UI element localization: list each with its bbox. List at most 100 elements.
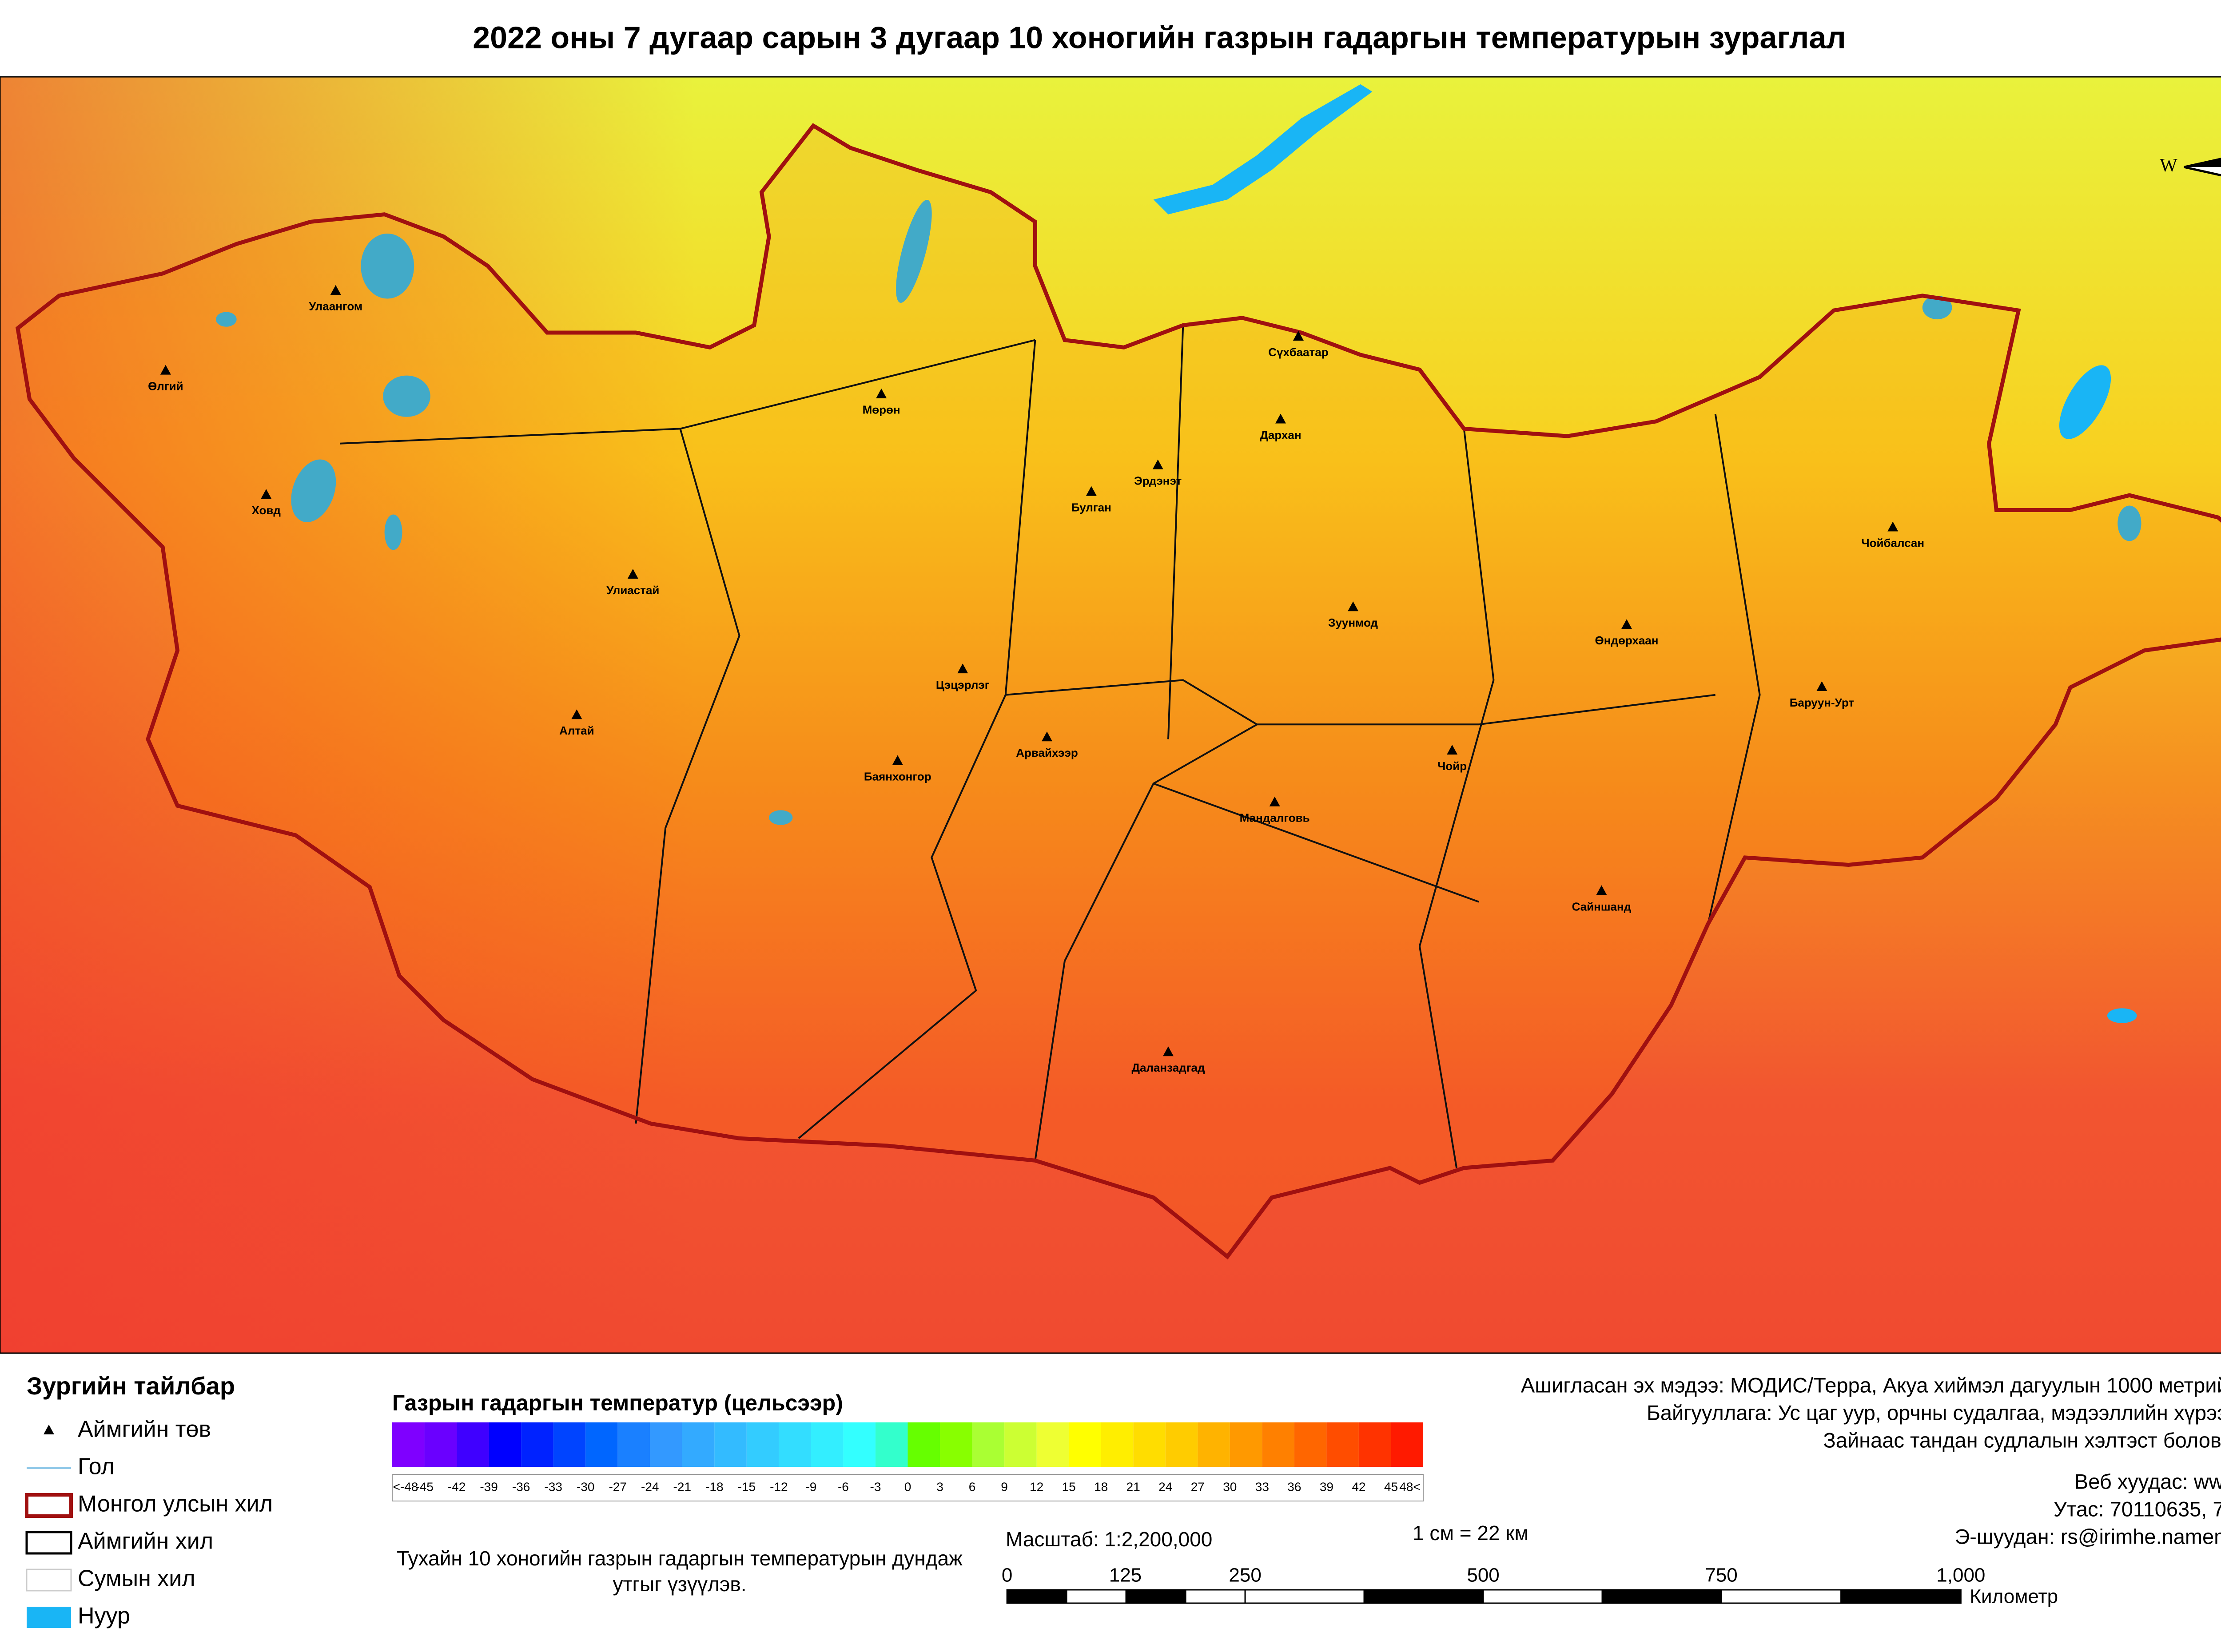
colorbar-swatch: [1004, 1422, 1037, 1467]
aimag-border: [635, 428, 740, 1124]
city-label: Цэцэрлэг: [936, 678, 990, 691]
colorbar-label: 33: [1255, 1480, 1269, 1493]
city-marker: [1086, 486, 1097, 496]
city-marker: [1816, 681, 1827, 691]
city-label: Баянхонгор: [864, 770, 931, 783]
colorbar-label: 15: [1062, 1480, 1076, 1493]
contact-line: Веб хуудас: www.icc.mn: [2074, 1469, 2221, 1493]
city-marker: [1275, 413, 1286, 424]
scale-bar: [1363, 1589, 1484, 1604]
colorbar-label: -36: [512, 1480, 530, 1493]
city-marker: [1621, 619, 1632, 629]
colorbar-label: -21: [673, 1480, 691, 1493]
lake: [361, 233, 414, 299]
city-marker: [571, 709, 582, 719]
colorbar-swatch: [1133, 1422, 1166, 1467]
scale-bar: [1482, 1589, 1603, 1604]
city-label: Алтай: [559, 724, 594, 737]
colorbar-swatch: [1391, 1422, 1423, 1467]
scale-unit: Километр: [1970, 1586, 2058, 1608]
colorbar-swatch: [1230, 1422, 1262, 1467]
country-interior: [17, 126, 2221, 1257]
legend-title: Зургийн тайлбар: [27, 1372, 235, 1400]
colorbar-title: Газрын гадаргын температур (цельсээр): [392, 1390, 843, 1415]
scale-bar: [1720, 1589, 1842, 1604]
colorbar-swatch: [908, 1422, 940, 1467]
lake: [1153, 84, 1373, 214]
colorbar-swatch: [811, 1422, 844, 1467]
colorbar-label: 42: [1352, 1480, 1365, 1493]
legend-label: Монгол улсын хил: [78, 1491, 273, 1517]
colorbar-swatch: [489, 1422, 521, 1467]
city-label: Өндөрхаан: [1595, 634, 1659, 647]
lake: [384, 514, 402, 550]
map-note: Тухайн 10 хоногийн газрын гадаргын темпе…: [397, 1547, 963, 1596]
colorbar-label: 27: [1191, 1480, 1205, 1493]
colorbar-label: -9: [805, 1480, 816, 1493]
colorbar-label: -45: [415, 1480, 433, 1493]
aimag-border: [1153, 782, 1479, 903]
colorbar-swatch: [1326, 1422, 1359, 1467]
colorbar-label: 18: [1094, 1480, 1108, 1493]
colorbar-swatch: [1294, 1422, 1327, 1467]
lake: [2107, 1008, 2137, 1023]
contact-line: Утас: 70110635, 70110638: [2054, 1497, 2221, 1521]
colorbar-label: -6: [838, 1480, 849, 1493]
scale-tick-label: 1,000: [1936, 1565, 1985, 1586]
city-marker: [957, 663, 968, 674]
colorbar-swatch: [1101, 1422, 1134, 1467]
colorbar-label: 9: [1001, 1480, 1008, 1493]
scale-ratio: Масштаб: 1:2,200,000: [1006, 1528, 1212, 1551]
colorbar-swatch: [972, 1422, 1005, 1467]
scale-tick-label: 250: [1229, 1565, 1261, 1586]
city-marker: [1152, 459, 1163, 469]
colorbar-label: -39: [480, 1480, 498, 1493]
scale-bar: [1840, 1589, 1962, 1604]
compass-rose: [2184, 159, 2221, 167]
lake: [2059, 365, 2111, 439]
scale-bar: [1125, 1589, 1186, 1604]
credit-line: Ашигласан эх мэдээ: МОДИС/Терра, Акуа хи…: [1521, 1373, 2221, 1397]
colorbar-swatch: [617, 1422, 650, 1467]
colorbar-frame: [392, 1474, 1424, 1501]
legend-label: Нуур: [78, 1603, 130, 1629]
city-marker: [1596, 885, 1607, 895]
city-label: Сүхбаатар: [1268, 345, 1328, 359]
legend-symbol: [25, 1493, 73, 1518]
city-marker: [1348, 601, 1359, 612]
colorbar-swatch: [521, 1422, 553, 1467]
colorbar-swatch: [553, 1422, 586, 1467]
aimag-border: [798, 340, 1036, 1139]
colorbar-label: 6: [969, 1480, 976, 1493]
colorbar-swatch: [1262, 1422, 1294, 1467]
colorbar-label: 12: [1030, 1480, 1043, 1493]
city-label: Мандалговь: [1240, 811, 1310, 825]
scale-tick-label: 0: [1002, 1565, 1012, 1586]
colorbar-swatch: [1036, 1422, 1069, 1467]
colorbar-label: 30: [1223, 1480, 1237, 1493]
colorbar-swatch: [746, 1422, 779, 1467]
colorbar-swatch: [875, 1422, 908, 1467]
legend-symbol: [25, 1531, 72, 1555]
city-marker: [627, 569, 638, 579]
city-marker: [1887, 521, 1899, 532]
aimag-border: [1005, 679, 1259, 1161]
colorbar-swatch: [714, 1422, 747, 1467]
colorbar-label: 36: [1287, 1480, 1301, 1493]
colorbar-swatch: [1198, 1422, 1230, 1467]
scale-bar: [1185, 1589, 1246, 1604]
colorbar-label: -30: [577, 1480, 594, 1493]
lake: [769, 810, 793, 825]
legend-label: Аймгийн төв: [78, 1417, 211, 1442]
colorbar-swatch: [424, 1422, 457, 1467]
city-label: Булган: [1071, 500, 1111, 514]
colorbar-label: -12: [770, 1480, 788, 1493]
city-marker: [261, 489, 272, 499]
legend-label: Гол: [78, 1454, 115, 1480]
city-marker: [330, 285, 341, 295]
city-marker: [160, 365, 171, 375]
city-marker: [1162, 1046, 1174, 1056]
colorbar-label: -18: [705, 1480, 723, 1493]
colorbar-label: -33: [544, 1480, 562, 1493]
